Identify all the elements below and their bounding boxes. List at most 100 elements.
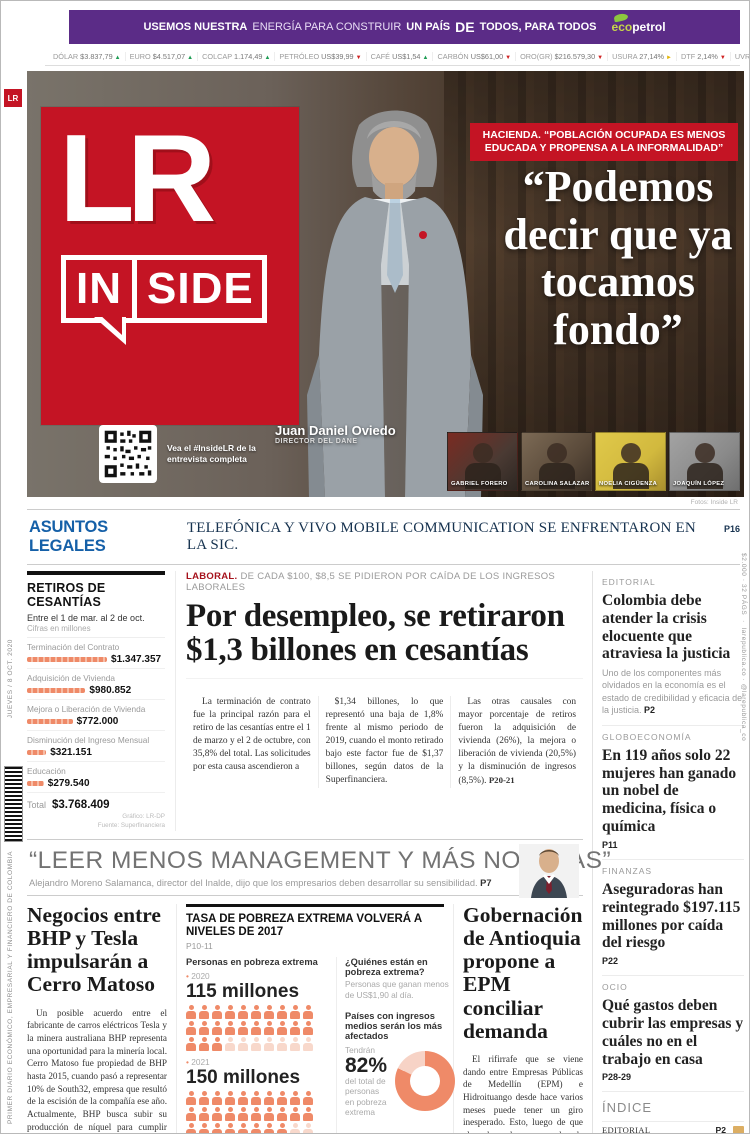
chart-row: Terminación del Contrato $1.347.357 bbox=[27, 638, 165, 669]
ticker-item[interactable]: ORO(GR) $216.579,30 ▼ bbox=[516, 52, 609, 61]
bar bbox=[27, 719, 73, 724]
page-ref[interactable]: P20-21 bbox=[488, 774, 515, 785]
article-headline[interactable]: Aseguradoras han reintegrado $197.115 mi… bbox=[602, 880, 741, 952]
person-icon bbox=[251, 1021, 261, 1036]
trend-flat-icon: ► bbox=[666, 55, 672, 61]
person-icon bbox=[199, 1091, 209, 1106]
portrait-photo bbox=[307, 110, 483, 497]
cesantias-total: Total $3.768.409 bbox=[27, 799, 110, 811]
lead-article: LABORAL. DE CADA $100, $8,5 SE PIDIERON P… bbox=[175, 571, 583, 831]
trend-up-icon: ▲ bbox=[422, 55, 429, 61]
infographic-title: TASA DE POBREZA EXTREMA VOLVERÁ A NIVELE… bbox=[186, 912, 422, 939]
body-column-1: La terminación de contrato fue la princi… bbox=[193, 697, 311, 772]
person-icon bbox=[251, 1107, 261, 1122]
qr-caption: Vea el #InsideLR de la entrevista comple… bbox=[167, 442, 256, 464]
donut-chart bbox=[395, 1051, 456, 1111]
person-icon bbox=[264, 1021, 274, 1036]
article-headline[interactable]: Qué gastos deben cubrir las empresas y c… bbox=[602, 997, 744, 1068]
person-icon bbox=[290, 1091, 300, 1106]
cesantias-rows: Terminación del Contrato $1.347.357 Adquis… bbox=[27, 638, 165, 793]
person-icon bbox=[212, 1005, 222, 1020]
body-column-3: Las otras causales con mayor porcentaje … bbox=[450, 696, 583, 788]
interview-thumb[interactable]: GABRIEL FORERO bbox=[447, 432, 518, 491]
main-quote-headline[interactable]: “Podemos decir que ya tocamos fondo” bbox=[503, 162, 733, 354]
inside-logo-bubble: IN SIDE bbox=[61, 255, 267, 345]
person-icon bbox=[212, 1021, 222, 1036]
pictogram-2021 bbox=[186, 1091, 328, 1133]
trend-up-icon: ▲ bbox=[114, 55, 121, 61]
person-icon bbox=[238, 1107, 248, 1122]
ecopetrol-ad-banner[interactable]: USEMOS NUESTRA ENERGÍA PARA CONSTRUIR UN… bbox=[69, 10, 740, 44]
page-ref[interactable]: P11 bbox=[602, 839, 618, 850]
person-icon bbox=[277, 1091, 287, 1106]
interview-thumb[interactable]: JOAQUÍN LÓPEZ bbox=[669, 432, 740, 491]
antioquia-headline[interactable]: Gobernación de Antioquia propone a EPM c… bbox=[463, 902, 583, 1043]
page-ref[interactable]: P10-11 bbox=[186, 941, 213, 952]
index-row[interactable]: EDITORIAL P2 bbox=[602, 1121, 744, 1133]
person-icon bbox=[290, 1021, 300, 1036]
person-icon bbox=[212, 1123, 222, 1133]
infographic-note: Cifras en millones bbox=[27, 624, 165, 638]
donut-title: Países con ingresos medios serán los más… bbox=[345, 1010, 443, 1041]
rail-section: OCIO Qué gastos deben cubrir las empresas… bbox=[602, 976, 744, 1093]
ticker-item[interactable]: DTF 2,14% ▼ bbox=[677, 52, 731, 61]
quote-strip-headline: “LEER MENOS MANAGEMENT Y MÁS NOVELAS” bbox=[29, 846, 612, 874]
question-text: Personas que ganan menos de US$1,90 al d… bbox=[345, 979, 449, 1000]
chart-row: Mejora o Liberación de Vivienda $772.000 bbox=[27, 700, 165, 731]
article-summary: Uno de los componentes más olvidados en … bbox=[602, 668, 743, 715]
person-icon bbox=[277, 1021, 287, 1036]
trend-up-icon: ▲ bbox=[187, 55, 194, 61]
antioquia-article: Gobernación de Antioquia propone a EPM c… bbox=[453, 902, 583, 1133]
price-and-handles: $2.000 · 32 PÁGS · larepublica.co · @lar… bbox=[740, 553, 747, 742]
pictogram-value: 115 millones bbox=[186, 981, 300, 1003]
ticker-item[interactable]: COLCAP 1.174,49 ▲ bbox=[198, 52, 276, 61]
ticker-item[interactable]: CAFÉ US$1,54 ▲ bbox=[367, 52, 434, 61]
rail-section: FINANZAS Aseguradoras han reintegrado $19… bbox=[602, 860, 744, 977]
article-headline[interactable]: Colombia debe atender la crisis elocuent… bbox=[602, 592, 731, 663]
donut-prefix: Tendrán bbox=[345, 1044, 375, 1055]
person-icon bbox=[264, 1107, 274, 1122]
person-icon bbox=[225, 1021, 235, 1036]
ticker: DÓLAR $3.837,79 ▲ EURO $4.517,07 ▲ COLCAP 1.… bbox=[45, 48, 749, 66]
lr-inside-logo: LR IN SIDE bbox=[41, 107, 299, 425]
ticker-item[interactable]: EURO $4.517,07 ▲ bbox=[126, 52, 199, 61]
person-icon bbox=[303, 1037, 313, 1052]
interview-thumb[interactable]: NOELIA CIGÜENZA bbox=[595, 432, 666, 491]
page-ref[interactable]: P28-29 bbox=[602, 1072, 632, 1083]
asuntos-legales-strip[interactable]: ASUNTOS LEGALES TELEFÓNICA Y VIVO MOBILE… bbox=[27, 509, 740, 565]
ticker-item[interactable]: CARBÓN US$61,00 ▼ bbox=[433, 52, 517, 61]
quote-strip[interactable]: “LEER MENOS MANAGEMENT Y MÁS NOVELAS” Al… bbox=[27, 838, 612, 898]
person-icon bbox=[264, 1005, 274, 1020]
person-icon bbox=[186, 1123, 196, 1133]
lead-headline[interactable]: Por desempleo, se retiraron $1,3 billone… bbox=[186, 598, 565, 669]
quote-strip-sub: Alejandro Moreno Salamanca, director del… bbox=[29, 877, 492, 888]
page-ref[interactable]: P22 bbox=[602, 956, 619, 967]
interview-thumbs: GABRIEL FORERO CAROLINA SALAZAR NOELIA CIG… bbox=[447, 432, 740, 491]
year-label: 2021 bbox=[186, 1057, 328, 1067]
section-label: ASUNTOS LEGALES bbox=[29, 518, 108, 555]
person-icon bbox=[212, 1107, 222, 1122]
donut-caption: del total de personas en pobreza extrema bbox=[345, 1075, 387, 1117]
person-icon bbox=[277, 1123, 287, 1133]
person-icon bbox=[238, 1005, 248, 1020]
person-icon bbox=[225, 1037, 235, 1052]
bar bbox=[27, 781, 44, 786]
ticker-item[interactable]: UVR $274,5689▼ bbox=[734, 52, 750, 61]
index-title: ÍNDICE bbox=[602, 1100, 653, 1116]
ticker-item[interactable]: PETRÓLEO US$39,99 ▼ bbox=[275, 52, 367, 61]
trend-down-icon: ▼ bbox=[719, 55, 726, 61]
color-swatch bbox=[733, 1125, 744, 1133]
infographic-subtitle: Entre el 1 de mar. al 2 de oct. bbox=[27, 613, 145, 623]
article-headline[interactable]: En 119 años solo 22 mujeres han ganado u… bbox=[602, 746, 737, 836]
bhp-headline[interactable]: Negocios entre BHP y Tesla impulsarán a … bbox=[27, 902, 161, 997]
person-icon bbox=[290, 1107, 300, 1122]
interview-thumb[interactable]: CAROLINA SALAZAR bbox=[521, 432, 592, 491]
person-icon bbox=[186, 1021, 196, 1036]
ticker-item[interactable]: USURA 27,14% ► bbox=[608, 52, 677, 61]
qr-code[interactable] bbox=[99, 425, 157, 483]
person-icon bbox=[225, 1005, 235, 1020]
page-ref[interactable]: P2 bbox=[644, 704, 656, 715]
ticker-item[interactable]: DÓLAR $3.837,79 ▲ bbox=[49, 52, 126, 61]
person-icon bbox=[238, 1123, 248, 1133]
